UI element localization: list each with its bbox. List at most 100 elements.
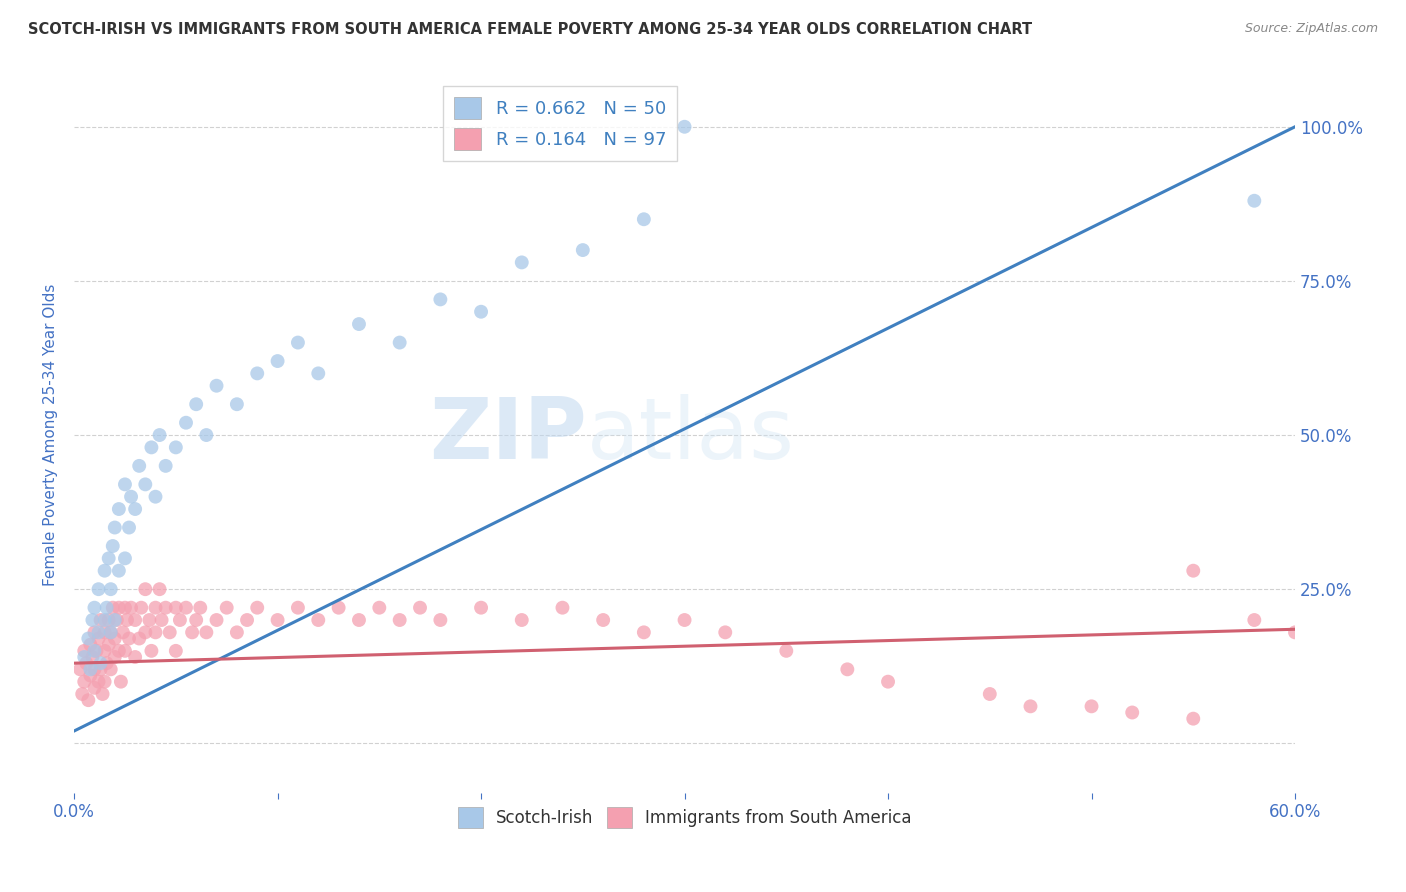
Point <box>90 662 112 676</box>
Point <box>114 644 136 658</box>
Point <box>110 674 132 689</box>
Point <box>195 428 218 442</box>
Point <box>195 625 218 640</box>
Point <box>429 613 451 627</box>
Point <box>87 582 110 597</box>
Point <box>70 687 93 701</box>
Point <box>124 650 146 665</box>
Point <box>134 477 156 491</box>
Point <box>181 625 204 640</box>
Point <box>328 600 350 615</box>
Point <box>83 600 105 615</box>
Point <box>82 650 104 665</box>
Point <box>69 662 91 676</box>
Point <box>100 662 122 676</box>
Point <box>93 625 115 640</box>
Point <box>205 378 228 392</box>
Point <box>97 613 120 627</box>
Point <box>1080 699 1102 714</box>
Point <box>82 613 104 627</box>
Point <box>150 613 173 627</box>
Point <box>572 243 595 257</box>
Point <box>87 674 110 689</box>
Point <box>108 564 131 578</box>
Point <box>145 600 167 615</box>
Point <box>246 367 269 381</box>
Point <box>90 613 112 627</box>
Point <box>347 317 370 331</box>
Point <box>97 551 120 566</box>
Point <box>114 600 136 615</box>
Point <box>138 613 160 627</box>
Point <box>165 441 187 455</box>
Point <box>186 397 208 411</box>
Point <box>83 681 105 695</box>
Point <box>124 613 146 627</box>
Point <box>120 490 142 504</box>
Point <box>141 441 163 455</box>
Point <box>215 600 238 615</box>
Point <box>104 613 127 627</box>
Point <box>87 625 110 640</box>
Point <box>104 650 127 665</box>
Point <box>90 656 112 670</box>
Point <box>141 644 163 658</box>
Point <box>174 600 197 615</box>
Point <box>148 428 170 442</box>
Point <box>368 600 391 615</box>
Point <box>114 477 136 491</box>
Point <box>155 600 177 615</box>
Point <box>124 502 146 516</box>
Point <box>1243 613 1265 627</box>
Point <box>108 600 131 615</box>
Point <box>165 600 187 615</box>
Point <box>100 582 122 597</box>
Point <box>1284 625 1306 640</box>
Point <box>837 662 859 676</box>
Point <box>79 638 101 652</box>
Point <box>145 625 167 640</box>
Point <box>1121 706 1143 720</box>
Point <box>246 600 269 615</box>
Point <box>287 600 309 615</box>
Point <box>470 600 492 615</box>
Point <box>101 600 124 615</box>
Point <box>174 416 197 430</box>
Point <box>114 551 136 566</box>
Point <box>186 613 208 627</box>
Point <box>100 625 122 640</box>
Point <box>169 613 191 627</box>
Point <box>108 502 131 516</box>
Point <box>1019 699 1042 714</box>
Point <box>1243 194 1265 208</box>
Point <box>120 600 142 615</box>
Point <box>97 638 120 652</box>
Legend: Scotch-Irish, Immigrants from South America: Scotch-Irish, Immigrants from South Amer… <box>451 801 918 834</box>
Point <box>205 613 228 627</box>
Point <box>409 600 432 615</box>
Point <box>93 674 115 689</box>
Point <box>83 625 105 640</box>
Point <box>225 625 247 640</box>
Point <box>188 600 211 615</box>
Point <box>225 397 247 411</box>
Point <box>87 632 110 646</box>
Point <box>129 600 152 615</box>
Text: SCOTCH-IRISH VS IMMIGRANTS FROM SOUTH AMERICA FEMALE POVERTY AMONG 25-34 YEAR OL: SCOTCH-IRISH VS IMMIGRANTS FROM SOUTH AM… <box>28 22 1032 37</box>
Point <box>979 687 1001 701</box>
Point <box>307 613 329 627</box>
Point <box>75 656 97 670</box>
Point <box>91 687 114 701</box>
Y-axis label: Female Poverty Among 25-34 Year Olds: Female Poverty Among 25-34 Year Olds <box>44 284 58 586</box>
Point <box>73 650 96 665</box>
Point <box>673 120 696 134</box>
Point <box>429 293 451 307</box>
Point <box>118 520 141 534</box>
Point <box>633 625 655 640</box>
Point <box>134 625 156 640</box>
Point <box>93 564 115 578</box>
Point <box>307 367 329 381</box>
Point <box>96 600 118 615</box>
Point <box>83 662 105 676</box>
Point <box>128 632 150 646</box>
